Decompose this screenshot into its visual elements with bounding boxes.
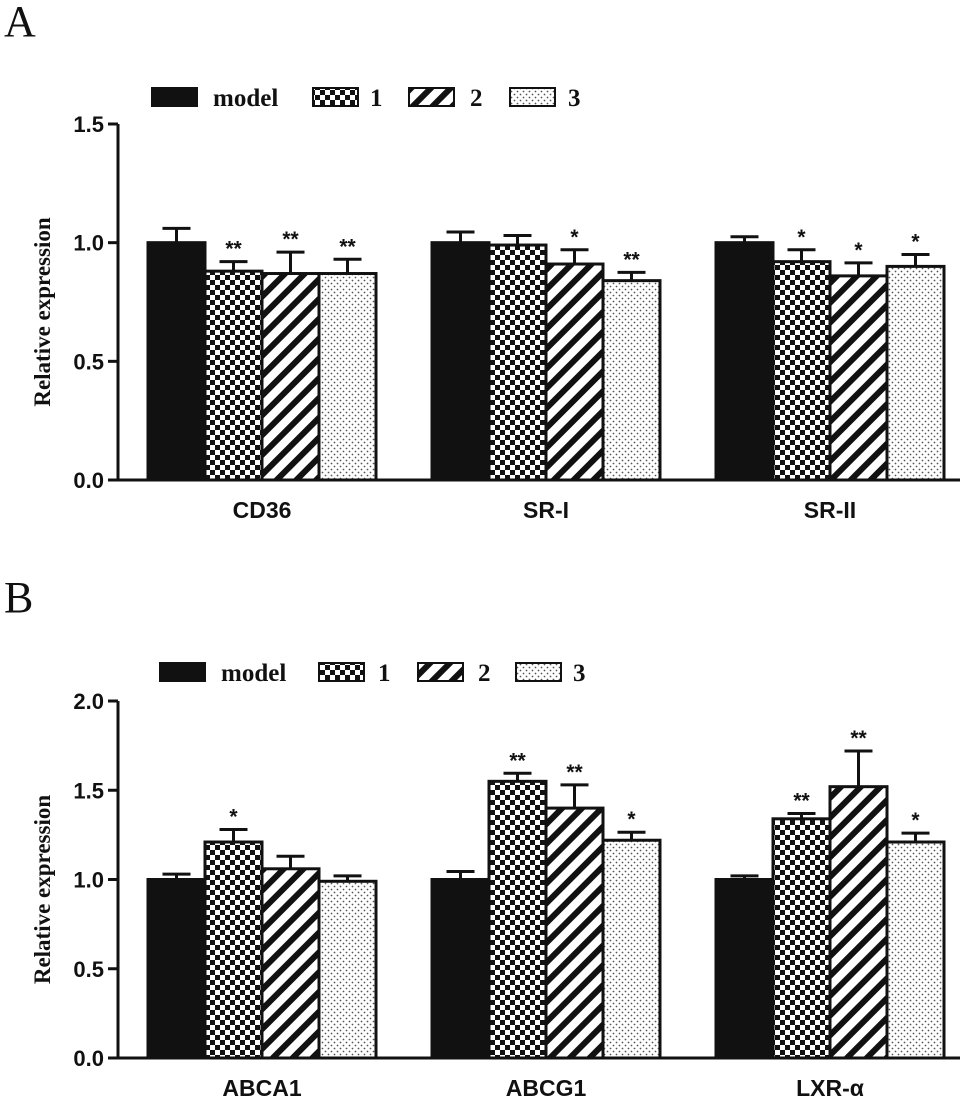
panel-label: B (4, 573, 33, 622)
y-tick-label: 0.0 (73, 1046, 104, 1071)
significance-mark: ** (623, 248, 640, 271)
bar-lxr--3 (885, 840, 946, 1060)
legend-swatch-2 (417, 662, 464, 682)
y-tick-label: 2.0 (73, 689, 104, 714)
significance-mark: * (854, 239, 863, 262)
legend-label-2: 2 (478, 660, 491, 687)
x-category-label: CD36 (233, 497, 292, 523)
y-tick-label: 1.5 (73, 778, 104, 803)
significance-mark: ** (793, 789, 810, 812)
significance-mark: * (797, 226, 806, 249)
bar-sr-ii-3 (885, 264, 946, 482)
bar-sr-ii-2 (828, 274, 889, 482)
significance-mark: * (570, 226, 579, 249)
x-category-label: ABCG1 (506, 1075, 587, 1099)
y-tick-label: 0.5 (73, 349, 104, 374)
bar-abca1-3 (317, 879, 378, 1060)
legend-label-1: 1 (370, 85, 383, 112)
significance-mark: * (229, 806, 238, 829)
legend-label-3: 3 (568, 85, 581, 112)
y-axis-label: Relative expression (30, 217, 55, 407)
bar-sr-i-1 (487, 243, 548, 482)
bar-sr-ii-1 (771, 260, 832, 482)
x-category-label: LXR-α (796, 1075, 864, 1099)
y-tick-label: 1.0 (73, 868, 104, 893)
legend-label-1: 1 (378, 660, 391, 687)
significance-mark: ** (339, 235, 356, 258)
y-tick-label: 0.0 (73, 468, 104, 493)
significance-mark: * (627, 808, 636, 831)
bar-sr-i-2 (544, 262, 605, 482)
bar-abca1-1 (203, 840, 264, 1060)
bar-cd36-3 (317, 272, 378, 482)
legend-label-0: model (221, 660, 286, 687)
significance-mark: ** (850, 727, 867, 750)
bar-cd36-0 (146, 241, 207, 482)
legend-label-0: model (213, 85, 278, 112)
bar-sr-i-3 (601, 279, 662, 482)
legend-swatch-1 (318, 662, 365, 682)
significance-mark: ** (566, 761, 583, 784)
y-tick-label: 1.0 (73, 231, 104, 256)
legend-label-3: 3 (573, 660, 586, 687)
significance-mark: ** (282, 228, 299, 251)
bar-sr-ii-0 (714, 241, 775, 482)
bar-lxr--0 (714, 878, 775, 1060)
significance-mark: ** (225, 238, 242, 261)
bar-cd36-1 (203, 269, 264, 482)
legend-swatch-3 (509, 87, 556, 107)
bar-abcg1-2 (544, 806, 605, 1060)
bar-lxr--2 (828, 785, 889, 1060)
bar-cd36-2 (260, 272, 321, 482)
bar-abcg1-3 (601, 838, 662, 1060)
bar-abca1-0 (146, 878, 207, 1060)
x-category-label: ABCA1 (222, 1075, 301, 1099)
significance-mark: * (911, 809, 920, 832)
legend-swatch-3 (515, 662, 562, 682)
legend-swatch-0 (151, 87, 198, 107)
significance-mark: * (911, 231, 920, 254)
bar-lxr--1 (771, 817, 832, 1060)
bar-abca1-2 (260, 867, 321, 1060)
legend-swatch-0 (159, 662, 206, 682)
bar-abcg1-1 (487, 779, 548, 1060)
y-tick-label: 1.5 (73, 112, 104, 137)
legend-swatch-1 (312, 87, 359, 107)
legend-swatch-2 (408, 87, 455, 107)
y-tick-label: 0.5 (73, 957, 104, 982)
bar-sr-i-0 (430, 241, 491, 482)
x-category-label: SR-II (804, 497, 856, 523)
significance-mark: ** (509, 749, 526, 772)
panel-label: A (4, 0, 36, 46)
legend-label-2: 2 (470, 85, 483, 112)
x-category-label: SR-I (523, 497, 569, 523)
y-axis-label: Relative expression (30, 795, 55, 985)
bar-abcg1-0 (430, 878, 491, 1060)
